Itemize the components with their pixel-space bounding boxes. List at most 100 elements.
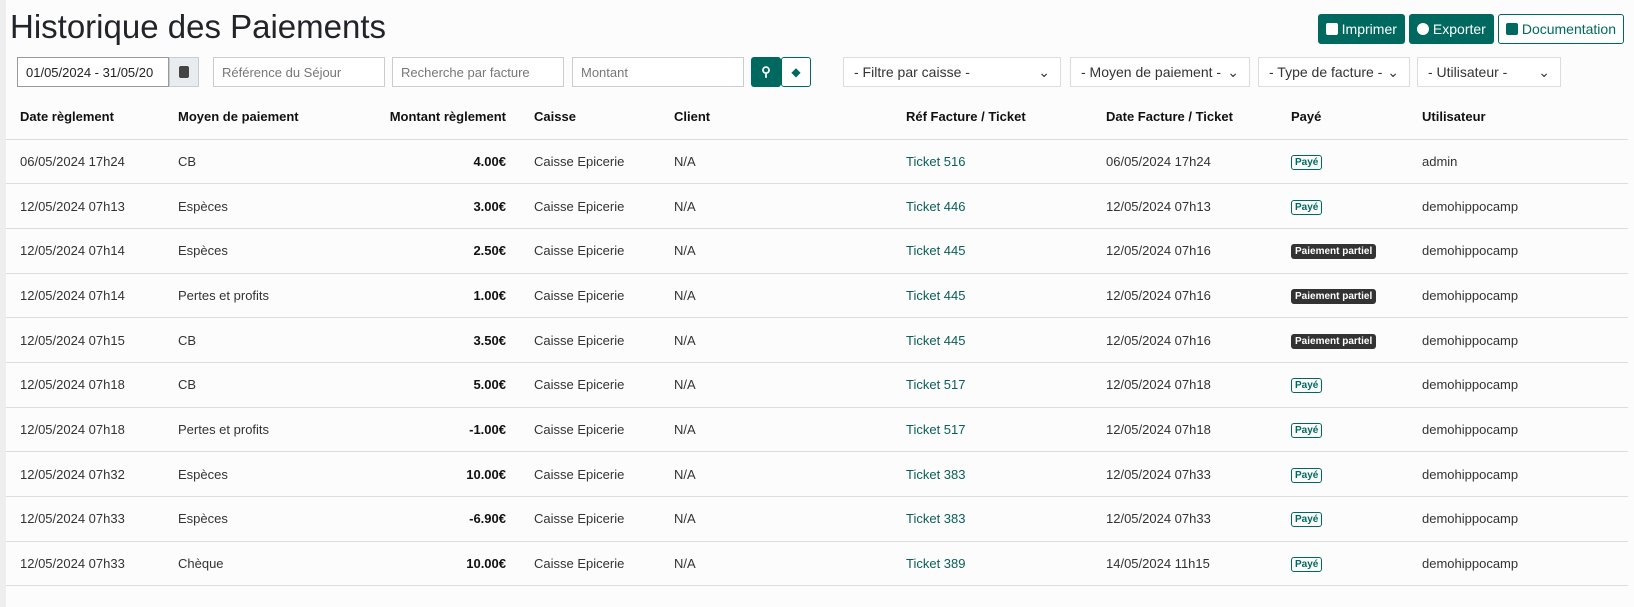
cell: Payé xyxy=(1277,183,1408,229)
sejour-reference-input[interactable]: Référence du Séjour xyxy=(213,57,385,87)
date-range-input[interactable]: 01/05/2024 - 31/05/20 xyxy=(17,57,169,87)
cell: Espèces xyxy=(164,183,370,229)
cell: 10.00€ xyxy=(370,541,520,587)
search-icon: ⚲ xyxy=(761,64,771,79)
cell: Payé xyxy=(1277,496,1408,542)
ticket-link[interactable]: Ticket 383 xyxy=(906,511,966,527)
column-header[interactable]: Réf Facture / Ticket xyxy=(892,95,1092,140)
cell: Pertes et profits xyxy=(164,407,370,453)
status-badge: Payé xyxy=(1291,378,1323,394)
cell: 12/05/2024 07h16 xyxy=(1092,228,1277,274)
status-badge: Payé xyxy=(1291,199,1323,215)
payments-table: Date règlement Moyen de paiement Montant r… xyxy=(6,95,1628,587)
status-badge: Payé xyxy=(1291,154,1323,170)
moyen-select[interactable]: - Moyen de paiement - ⌄ xyxy=(1070,57,1250,87)
print-label: Imprimer xyxy=(1341,21,1397,37)
cell: 12/05/2024 07h32 xyxy=(6,451,164,497)
clear-button[interactable]: ◆ xyxy=(781,57,811,87)
table-row: 12/05/2024 07h15 CB 3.50€ Caisse Epicerie N/… xyxy=(6,317,1628,363)
table-row: 12/05/2024 07h33 Espèces -6.90€ Caisse Epic… xyxy=(6,496,1628,542)
type-select-label: - Type de facture - xyxy=(1269,64,1383,80)
cell: Payé xyxy=(1277,362,1408,408)
printer-icon xyxy=(1325,23,1338,35)
montant-input[interactable]: Montant xyxy=(572,57,744,87)
cell: Payé xyxy=(1277,407,1408,453)
cell: 12/05/2024 07h16 xyxy=(1092,317,1277,363)
utilisateur-select[interactable]: - Utilisateur - ⌄ xyxy=(1417,57,1561,87)
cell: Chèque xyxy=(164,541,370,587)
ticket-link[interactable]: Ticket 517 xyxy=(906,421,966,437)
cell: CB xyxy=(164,317,370,363)
table-row: 12/05/2024 07h13 Espèces 3.00€ Caisse Epice… xyxy=(6,183,1628,229)
cell: CB xyxy=(164,139,370,185)
cell: Caisse Epicerie xyxy=(520,451,660,497)
moyen-select-label: - Moyen de paiement - xyxy=(1081,64,1222,80)
cell: N/A xyxy=(660,183,892,229)
cell: N/A xyxy=(660,273,892,319)
export-button[interactable]: Exporter xyxy=(1408,14,1494,44)
cell: Caisse Epicerie xyxy=(520,183,660,229)
column-header[interactable]: Date Facture / Ticket xyxy=(1092,95,1277,140)
cell: Ticket 446 xyxy=(892,183,1092,229)
cell: Caisse Epicerie xyxy=(520,496,660,542)
cell: Caisse Epicerie xyxy=(520,273,660,319)
ticket-link[interactable]: Ticket 517 xyxy=(906,377,966,393)
ticket-link[interactable]: Ticket 445 xyxy=(906,243,966,259)
cell: 12/05/2024 07h33 xyxy=(6,496,164,542)
cell: N/A xyxy=(660,139,892,185)
ticket-link[interactable]: Ticket 516 xyxy=(906,153,966,169)
cell: demohippocamp xyxy=(1408,451,1628,497)
calendar-button[interactable] xyxy=(169,57,199,87)
cell: Paiement partiel xyxy=(1277,228,1408,274)
documentation-button[interactable]: Documentation xyxy=(1497,14,1624,44)
cell: 12/05/2024 07h33 xyxy=(6,541,164,587)
ticket-link[interactable]: Ticket 446 xyxy=(906,198,966,214)
cell: Ticket 516 xyxy=(892,139,1092,185)
cell: CB xyxy=(164,362,370,408)
print-button[interactable]: Imprimer xyxy=(1317,14,1405,44)
cell: Ticket 517 xyxy=(892,362,1092,408)
column-header[interactable]: Caisse xyxy=(520,95,660,140)
status-badge: Payé xyxy=(1291,557,1323,573)
cell: 12/05/2024 07h33 xyxy=(1092,496,1277,542)
cell: 06/05/2024 17h24 xyxy=(6,139,164,185)
column-header[interactable]: Utilisateur xyxy=(1408,95,1628,140)
chevron-down-icon: ⌄ xyxy=(1538,63,1550,80)
caisse-select[interactable]: - Filtre par caisse - ⌄ xyxy=(843,57,1061,87)
cell: Paiement partiel xyxy=(1277,317,1408,363)
type-select[interactable]: - Type de facture - ⌄ xyxy=(1258,57,1410,87)
ticket-link[interactable]: Ticket 445 xyxy=(906,287,966,303)
cell: Ticket 383 xyxy=(892,496,1092,542)
cell: 12/05/2024 07h13 xyxy=(6,183,164,229)
cell: demohippocamp xyxy=(1408,228,1628,274)
cell: demohippocamp xyxy=(1408,541,1628,587)
cell: Espèces xyxy=(164,228,370,274)
ticket-link[interactable]: Ticket 383 xyxy=(906,466,966,482)
eraser-icon: ◆ xyxy=(791,65,801,79)
status-badge: Paiement partiel xyxy=(1291,288,1377,304)
utilisateur-select-label: - Utilisateur - xyxy=(1428,64,1508,80)
facture-search-input[interactable]: Recherche par facture xyxy=(392,57,564,87)
cell: N/A xyxy=(660,317,892,363)
cell: Ticket 445 xyxy=(892,273,1092,319)
column-header[interactable]: Moyen de paiement xyxy=(164,95,370,140)
column-header[interactable]: Payé xyxy=(1277,95,1408,140)
ticket-link[interactable]: Ticket 389 xyxy=(906,556,966,572)
column-header[interactable]: Montant règlement xyxy=(370,95,520,140)
chevron-down-icon: ⌄ xyxy=(1227,63,1239,80)
status-badge: Payé xyxy=(1291,512,1323,528)
cell: 12/05/2024 07h15 xyxy=(6,317,164,363)
status-badge: Payé xyxy=(1291,467,1323,483)
ticket-link[interactable]: Ticket 445 xyxy=(906,332,966,348)
column-header[interactable]: Client xyxy=(660,95,892,140)
status-badge: Paiement partiel xyxy=(1291,244,1377,260)
cell: Caisse Epicerie xyxy=(520,317,660,363)
search-button[interactable]: ⚲ xyxy=(751,57,781,87)
status-badge: Payé xyxy=(1291,422,1323,438)
left-edge xyxy=(0,0,6,607)
column-header[interactable]: Date règlement xyxy=(6,95,164,140)
cell: admin xyxy=(1408,139,1628,185)
cell: Payé xyxy=(1277,139,1408,185)
cell: 14/05/2024 11h15 xyxy=(1092,541,1277,587)
documentation-label: Documentation xyxy=(1521,21,1616,37)
